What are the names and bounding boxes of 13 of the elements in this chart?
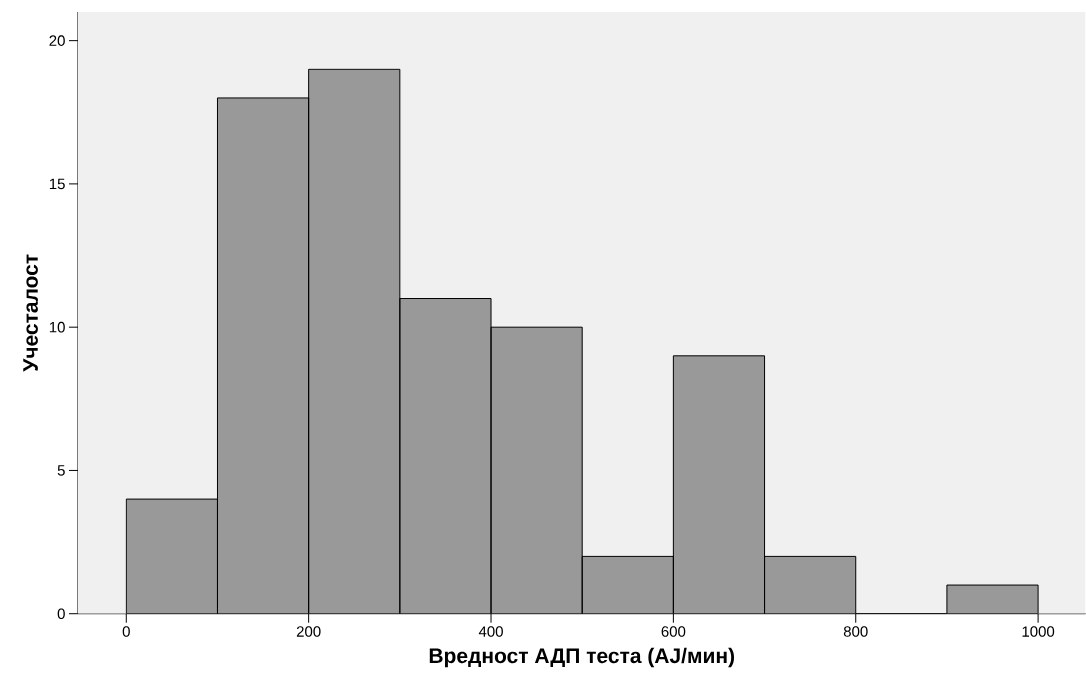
y-tick-label: 20	[49, 35, 65, 47]
x-tick-label: 600	[661, 626, 686, 637]
y-axis-title: Учесталост	[23, 254, 38, 372]
y-tick-label: 15	[49, 178, 65, 190]
x-tick-label: 0	[122, 626, 130, 637]
x-tick-label: 200	[296, 626, 321, 637]
x-tick-label: 800	[843, 626, 868, 637]
y-tick-label: 10	[49, 322, 65, 333]
x-axis-title: Вредност АДП теста (AJ/мин)	[429, 647, 735, 668]
y-tick-label: 5	[57, 465, 65, 476]
x-tick-label: 400	[478, 626, 503, 637]
y-tick-label: 0	[57, 608, 65, 620]
x-tick-label: 1000	[1022, 626, 1055, 637]
